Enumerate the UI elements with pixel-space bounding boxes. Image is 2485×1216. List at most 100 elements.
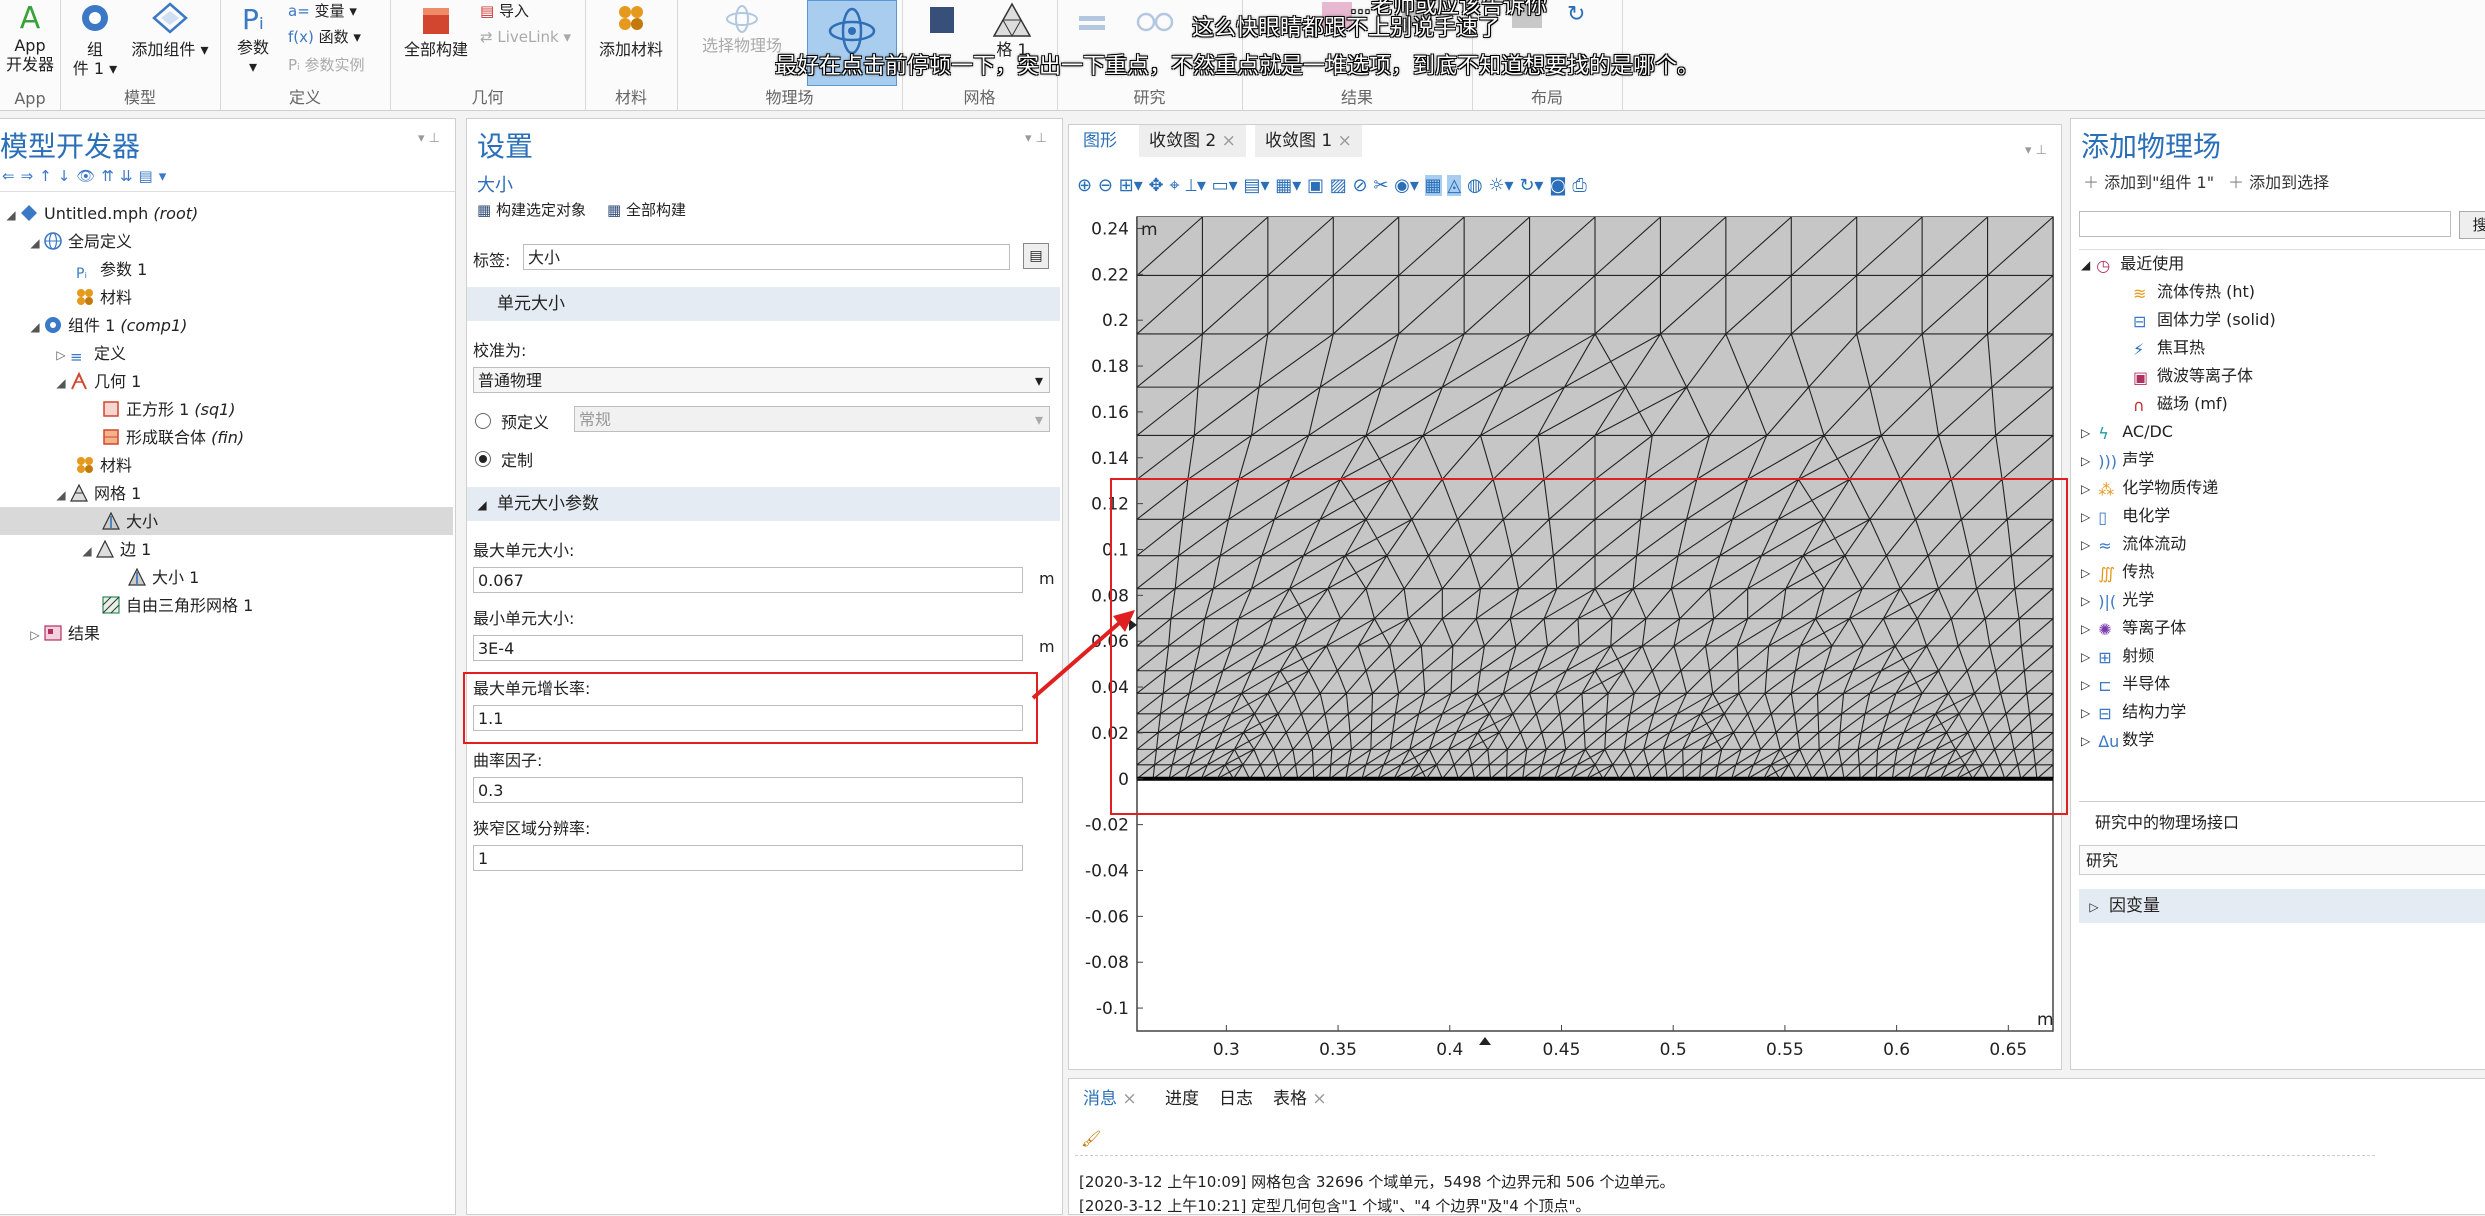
close-icon[interactable]: × bbox=[1307, 1089, 1327, 1109]
physics-category-rf[interactable]: ▷ ⊞ 射频 bbox=[2081, 643, 2154, 669]
physics-category-heat[interactable]: ▷ ∭ 传热 bbox=[2081, 559, 2154, 585]
forward-arrow-icon[interactable]: ⇒ bbox=[20, 167, 40, 185]
panel-pin-icon[interactable]: ▾ ⊥ bbox=[2025, 143, 2047, 158]
variables-button[interactable]: a= 变量 ▾ bbox=[288, 2, 357, 20]
mesh-1-button[interactable]: 格 1 bbox=[982, 2, 1042, 59]
add-material-button[interactable]: 添加材料 bbox=[589, 2, 673, 59]
tree-item-size-1[interactable]: 大小 1 bbox=[112, 565, 199, 591]
tree-item-root[interactable]: ◢ Untitled.mph (root) bbox=[4, 201, 198, 227]
parameters-button[interactable]: Pᵢ 参数 ▾ bbox=[228, 2, 278, 76]
tree-options-icon[interactable]: ▤▾ bbox=[138, 167, 173, 185]
zoom-out-icon[interactable]: ⊖ bbox=[1097, 175, 1113, 196]
reset-view-icon[interactable]: ↻▾ bbox=[1519, 175, 1544, 196]
collapse-icon[interactable]: ⇈ bbox=[101, 167, 120, 185]
results-misc-icon[interactable] bbox=[1402, 2, 1432, 28]
compute-icon[interactable] bbox=[1077, 10, 1107, 38]
physics-category-chemical[interactable]: ▷ ⁂ 化学物质传递 bbox=[2081, 475, 2218, 501]
hide-icon[interactable]: ⊘ bbox=[1352, 175, 1368, 196]
collapse-arrow-icon[interactable]: ◢ bbox=[6, 208, 16, 222]
collapse-arrow-icon[interactable]: ◢ bbox=[30, 320, 40, 334]
select-icon[interactable]: ⌖ bbox=[1169, 175, 1180, 196]
physics-category-plasma[interactable]: ▷ ✺ 等离子体 bbox=[2081, 615, 2186, 641]
tree-item-materials-comp[interactable]: 材料 bbox=[60, 453, 132, 479]
render-icon[interactable]: ▦▾ bbox=[1275, 175, 1302, 196]
mesh-plot[interactable]: 0.240.220.20.180.160.140.120.10.080.060.… bbox=[1069, 215, 2061, 1067]
camera-icon[interactable]: ◙ bbox=[1549, 175, 1567, 196]
collapse-arrow-icon[interactable]: ◢ bbox=[30, 236, 40, 250]
app-developer-button[interactable]: A App 开发器 bbox=[0, 2, 60, 75]
curvature-input[interactable]: 0.3 bbox=[473, 777, 1023, 803]
physics-category-fluid-flow[interactable]: ▷ ≈ 流体流动 bbox=[2081, 531, 2186, 557]
tab-table[interactable]: 表格 × bbox=[1263, 1083, 1337, 1115]
build-all-button[interactable]: ▦ 全部构建 bbox=[607, 199, 686, 220]
build-all-geometry-button[interactable]: 全部构建 bbox=[398, 2, 474, 59]
tree-item-square-1[interactable]: 正方形 1 (sq1) bbox=[86, 397, 236, 423]
build-mesh-button[interactable] bbox=[922, 4, 962, 38]
physics-item-joule[interactable]: ⚡ 焦耳热 bbox=[2133, 335, 2205, 361]
physics-item-microwave-plasma[interactable]: ▣ 微波等离子体 bbox=[2133, 363, 2253, 389]
section-size-parameters[interactable]: ◢ 单元大小参数 bbox=[467, 487, 1060, 521]
physics-item-solid[interactable]: ⊟ 固体力学 (solid) bbox=[2133, 307, 2276, 333]
tree-item-results[interactable]: ▷ 结果 bbox=[28, 621, 100, 647]
collapse-arrow-icon[interactable]: ◢ bbox=[82, 544, 92, 558]
plot-group-icon[interactable] bbox=[1322, 2, 1352, 28]
tree-item-geometry-1[interactable]: ◢ 几何 1 bbox=[54, 369, 141, 395]
tab-log[interactable]: 日志 bbox=[1219, 1089, 1253, 1109]
physics-item-ht[interactable]: ≋ 流体传热 (ht) bbox=[2133, 279, 2255, 305]
views-icon[interactable]: ▭▾ bbox=[1211, 175, 1238, 196]
show-objects-icon[interactable]: ◉▾ bbox=[1394, 175, 1419, 196]
build-selected-button[interactable]: ▦ 构建选定对象 bbox=[477, 199, 586, 220]
label-options-icon[interactable]: ▤ bbox=[1023, 243, 1049, 269]
physics-category-acoustics[interactable]: ▷))) 声学 bbox=[2081, 447, 2154, 473]
growth-rate-input[interactable]: 1.1 bbox=[473, 705, 1023, 731]
tab-graphics[interactable]: 图形 bbox=[1073, 125, 1127, 157]
mesh-render-icon[interactable]: ◬ bbox=[1447, 175, 1462, 196]
print-icon[interactable]: ⎙ bbox=[1572, 175, 1587, 196]
zoom-selected-icon[interactable]: ▣ bbox=[1307, 175, 1325, 196]
narrow-region-input[interactable]: 1 bbox=[473, 845, 1023, 871]
physics-highlight-button[interactable] bbox=[807, 0, 897, 86]
physics-category-optics[interactable]: ▷)|(光学 bbox=[2081, 587, 2154, 613]
layout-icon[interactable] bbox=[1512, 2, 1542, 28]
clear-selection-icon[interactable]: ✂ bbox=[1373, 175, 1389, 196]
zoom-in-icon[interactable]: ⊕ bbox=[1077, 175, 1093, 196]
tree-item-mesh-1[interactable]: ◢ 网格 1 bbox=[54, 481, 141, 507]
physics-category-structural[interactable]: ▷ ⊟ 结构力学 bbox=[2081, 699, 2186, 725]
physics-category-math[interactable]: ▷ Δu 数学 bbox=[2081, 727, 2154, 753]
back-arrow-icon[interactable]: ⇐ bbox=[2, 167, 21, 185]
close-icon[interactable]: × bbox=[1117, 1089, 1137, 1109]
functions-button[interactable]: f(x) 函数 ▾ bbox=[288, 28, 361, 46]
axis-icon[interactable]: ⟂▾ bbox=[1185, 175, 1206, 196]
tree-item-component-1[interactable]: ◢ 组件 1 (comp1) bbox=[28, 313, 187, 339]
expand-icon[interactable]: ⇊ bbox=[119, 167, 139, 185]
section-element-size[interactable]: 单元大小 bbox=[467, 287, 1060, 321]
clear-messages-icon[interactable]: 🖌 bbox=[1081, 1129, 1102, 1148]
collapse-arrow-icon[interactable]: ◢ bbox=[56, 376, 66, 390]
expand-arrow-icon[interactable]: ▷ bbox=[56, 348, 66, 362]
label-input[interactable]: 大小 bbox=[523, 244, 1010, 270]
reset-desktop-icon[interactable]: ↻ bbox=[1567, 2, 1586, 27]
lights-icon[interactable]: ☼▾ bbox=[1488, 175, 1514, 196]
panel-pin-icon[interactable]: ▾ ⊥ bbox=[1025, 131, 1047, 146]
collapse-arrow-icon[interactable]: ◢ bbox=[56, 488, 66, 502]
select-physics-button[interactable]: 选择物理场 bbox=[687, 4, 797, 55]
physics-category-electrochemistry[interactable]: ▷ ▯ 电化学 bbox=[2081, 503, 2170, 529]
physics-category-semiconductor[interactable]: ▷ ⊏ 半导体 bbox=[2081, 671, 2170, 697]
min-size-input[interactable]: 3E-4 bbox=[473, 635, 1023, 661]
tree-item-edge-1[interactable]: ◢ 边 1 bbox=[80, 537, 151, 563]
wireframe-icon[interactable]: ▦ bbox=[1424, 175, 1442, 196]
livelink-button[interactable]: ⇄ LiveLink ▾ bbox=[480, 28, 572, 46]
search-button[interactable]: 搜 bbox=[2459, 211, 2485, 239]
tab-progress[interactable]: 进度 bbox=[1165, 1089, 1199, 1109]
predefined-radio[interactable] bbox=[475, 413, 491, 429]
tab-convergence-2[interactable]: 收敛图 2 × bbox=[1139, 125, 1246, 157]
physics-recent-folder[interactable]: ◢ ◷ 最近使用 bbox=[2081, 251, 2184, 277]
zoom-box-icon[interactable]: ⊞▾ bbox=[1118, 175, 1143, 196]
physics-category-acdc[interactable]: ▷ ϟ AC/DC bbox=[2081, 419, 2173, 445]
add-component-button[interactable]: 添加组件 ▾ bbox=[130, 2, 210, 59]
param-case-button[interactable]: Pᵢ 参数实例 bbox=[288, 54, 365, 75]
physics-item-mf[interactable]: ∩ 磁场 (mf) bbox=[2133, 391, 2228, 417]
physics-search-input[interactable] bbox=[2079, 211, 2451, 237]
component-button[interactable]: 组 件 1 ▾ bbox=[70, 2, 120, 78]
expand-arrow-icon[interactable]: ▷ bbox=[30, 628, 40, 642]
